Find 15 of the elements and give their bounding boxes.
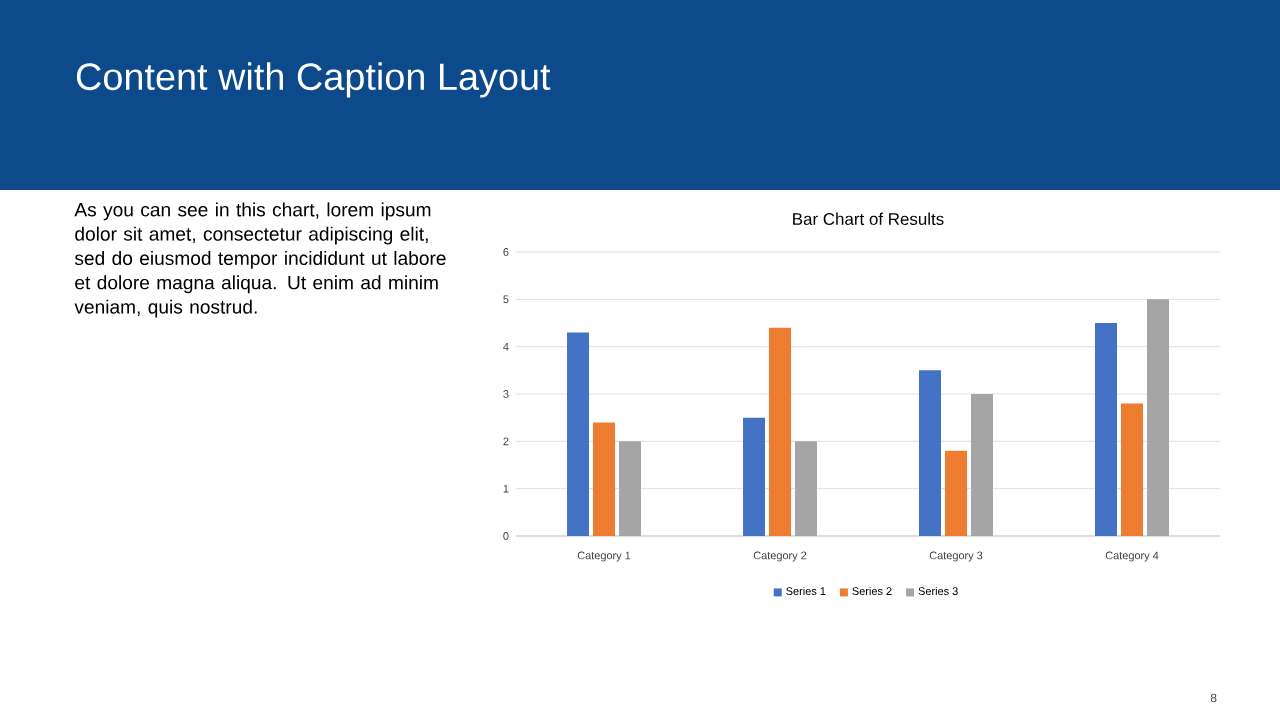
bar [1146, 299, 1169, 536]
bar [1121, 403, 1144, 536]
bar [567, 332, 590, 536]
bar [593, 422, 616, 536]
bar [945, 450, 968, 536]
text: As you can see in this chart, lorem ipsum dolor sit amet, consectetur adipiscing elit, sed do eiusmod tempor incididunt ut labore et dolore magna aliqua. Ut enim ad minim veniam, quis nostrud. [74, 202, 446, 318]
bar [1095, 323, 1118, 536]
bar [769, 327, 792, 536]
bar [970, 394, 993, 536]
bar [618, 441, 641, 536]
bar [919, 370, 942, 536]
bar [743, 417, 766, 536]
text: Content with Caption Layout [76, 62, 551, 98]
chart-title: Bar Chart of Results [793, 212, 944, 225]
bar [794, 441, 817, 536]
